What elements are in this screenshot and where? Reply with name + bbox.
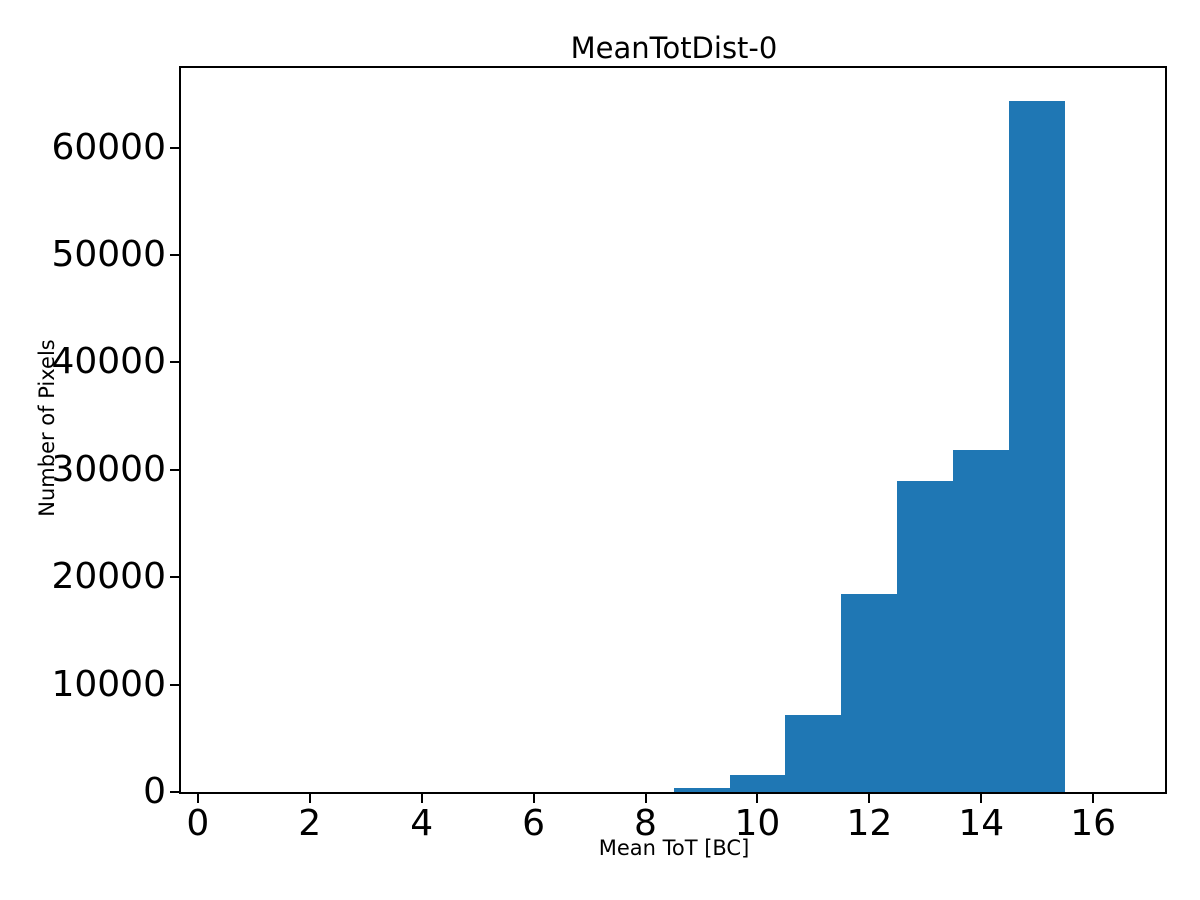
histogram-bar <box>841 594 898 792</box>
y-tick-mark <box>170 468 179 471</box>
x-tick-mark <box>980 794 983 803</box>
y-tick-label: 0 <box>143 771 166 812</box>
y-tick-label: 20000 <box>51 556 166 598</box>
histogram-bar <box>953 450 1010 792</box>
histogram-bar <box>1009 101 1066 792</box>
x-tick-mark <box>1092 794 1095 803</box>
y-tick-mark <box>170 683 179 686</box>
y-tick-mark <box>170 146 179 149</box>
x-tick-label: 12 <box>846 803 893 844</box>
histogram-bar <box>729 775 786 792</box>
x-tick-mark <box>532 794 535 803</box>
x-tick-label: 14 <box>958 803 1005 844</box>
x-tick-label: 16 <box>1070 803 1117 844</box>
x-axis-label: Mean ToT [BC] <box>598 836 750 860</box>
y-tick-label: 60000 <box>51 126 166 168</box>
x-tick-label: 8 <box>634 803 657 844</box>
x-tick-mark <box>420 794 423 803</box>
x-tick-label: 6 <box>522 803 546 844</box>
histogram-bar <box>785 714 842 792</box>
y-tick-label: 30000 <box>51 448 166 490</box>
x-tick-label: 0 <box>186 803 210 844</box>
y-tick-label: 10000 <box>51 663 166 705</box>
y-tick-mark <box>170 254 179 256</box>
histogram-bar <box>897 480 954 792</box>
x-tick-mark <box>756 794 759 803</box>
y-tick-mark <box>170 361 179 364</box>
x-tick-mark <box>868 794 871 803</box>
chart-title: MeanTotDist-0 <box>570 31 778 65</box>
y-tick-mark <box>170 791 179 793</box>
y-tick-label: 50000 <box>51 234 166 275</box>
x-tick-label: 10 <box>734 803 781 844</box>
y-tick-mark <box>170 576 179 579</box>
y-axis-label: Number of Pixels <box>35 339 59 517</box>
x-tick-label: 4 <box>410 803 434 844</box>
x-tick-label: 2 <box>298 803 322 844</box>
y-tick-label: 40000 <box>51 341 166 383</box>
x-tick-mark <box>308 794 311 803</box>
x-tick-mark <box>644 794 647 803</box>
x-tick-mark <box>196 794 199 803</box>
histogram-bar <box>673 788 730 792</box>
